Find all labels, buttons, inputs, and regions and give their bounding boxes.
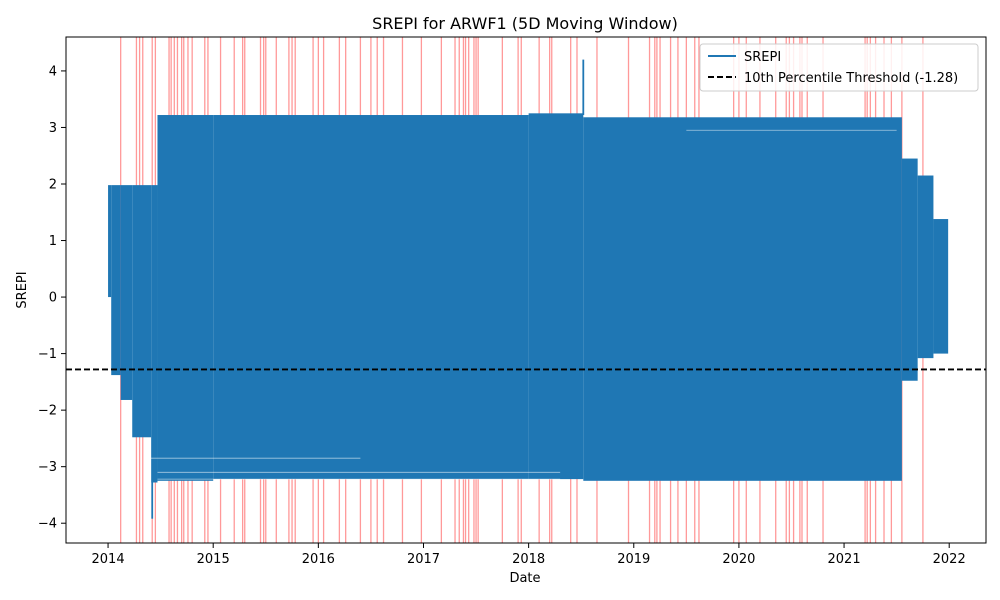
srepi-segment-4 xyxy=(151,185,158,483)
plot-area xyxy=(66,37,986,543)
y-tick-label-4: 0 xyxy=(49,291,57,306)
srepi-segment-10 xyxy=(917,175,934,359)
legend-label-srepi: SREPI xyxy=(744,50,781,65)
y-axis-label: SREPI xyxy=(15,271,30,308)
y-tick-label-0: −4 xyxy=(38,517,57,532)
srepi-segment-5 xyxy=(157,115,214,481)
x-tick-label-2022: 2022 xyxy=(933,552,966,567)
x-axis: 2014 2015 2016 2017 2018 2019 2020 2021 2022 xyxy=(92,543,966,567)
srepi-segment-3 xyxy=(132,185,152,438)
srepi-segment-0 xyxy=(108,185,112,298)
x-tick-label-2014: 2014 xyxy=(92,552,125,567)
x-tick-label-2021: 2021 xyxy=(828,552,861,567)
y-tick-label-6: 2 xyxy=(49,177,57,192)
y-tick-label-5: 1 xyxy=(49,234,57,249)
srepi-segment-8 xyxy=(583,117,902,481)
x-tick-label-2018: 2018 xyxy=(512,552,545,567)
legend-box xyxy=(699,43,979,92)
x-tick-label-2020: 2020 xyxy=(722,552,755,567)
y-tick-label-8: 4 xyxy=(49,64,57,79)
y-tick-label-7: 3 xyxy=(49,121,57,136)
x-tick-label-2015: 2015 xyxy=(197,552,230,567)
legend: SREPI 10th Percentile Threshold (-1.28) xyxy=(699,43,979,92)
x-tick-label-2019: 2019 xyxy=(617,552,650,567)
srepi-segment-2 xyxy=(120,185,133,400)
y-tick-label-2: −2 xyxy=(38,404,57,419)
plot-frame xyxy=(65,36,987,544)
y-tick-label-1: −3 xyxy=(38,460,57,475)
srepi-segment-1 xyxy=(111,185,121,376)
legend-label-threshold: 10th Percentile Threshold (-1.28) xyxy=(744,71,958,86)
y-axis: −4 −3 −2 −1 0 1 2 3 4 xyxy=(38,64,66,532)
srepi-segment-7 xyxy=(528,113,584,480)
x-tick-label-2017: 2017 xyxy=(407,552,440,567)
srepi-segment-11 xyxy=(933,219,949,354)
x-axis-label: Date xyxy=(509,571,540,586)
srepi-segment-6 xyxy=(213,115,529,480)
srepi-segment-9 xyxy=(901,158,918,381)
chart-title: SREPI for ARWF1 (5D Moving Window) xyxy=(372,14,678,33)
y-tick-label-3: −1 xyxy=(38,347,57,362)
srepi-series xyxy=(108,59,949,519)
x-tick-label-2016: 2016 xyxy=(302,552,335,567)
